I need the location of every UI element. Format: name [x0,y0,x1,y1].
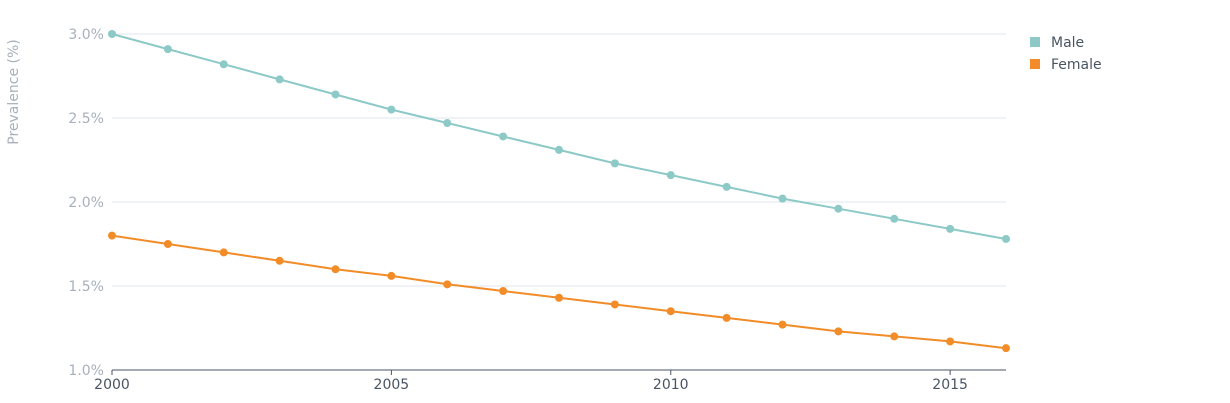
series-lines [108,30,1010,353]
data-point[interactable] [499,287,508,296]
series-line[interactable] [111,33,1007,240]
data-point[interactable] [387,105,396,114]
data-point[interactable] [331,265,340,274]
data-point[interactable] [890,214,899,223]
x-tick-label: 2010 [653,377,689,393]
y-tick-label: 2.0% [68,195,104,211]
data-point[interactable] [834,327,843,336]
data-point[interactable] [219,248,228,257]
data-point[interactable] [610,300,619,309]
data-point[interactable] [778,320,787,329]
series-male[interactable] [108,30,1010,243]
y-axis-ticks: 1.0% 1.5% 2.0% 2.5% 3.0% [68,27,104,379]
data-point[interactable] [275,256,284,265]
data-point[interactable] [778,194,787,203]
x-tick-label: 2015 [932,377,968,393]
series-line[interactable] [111,234,1007,350]
data-point[interactable] [666,171,675,180]
data-point[interactable] [163,240,172,248]
legend-item-female[interactable]: Female [1030,57,1102,73]
data-point[interactable] [331,90,340,99]
series-female[interactable] [108,231,1010,353]
data-point[interactable] [666,307,675,316]
x-axis: 2000 2005 2010 2015 [94,369,1006,393]
data-point[interactable] [443,280,452,289]
legend-label: Male [1051,35,1084,51]
data-point[interactable] [946,337,955,346]
y-axis-label: Prevalence (%) [6,39,22,145]
data-point[interactable] [108,30,116,38]
legend-item-male[interactable]: Male [1030,35,1084,51]
y-tick-label: 2.5% [68,111,104,127]
data-point[interactable] [722,313,731,322]
legend-label: Female [1051,57,1102,73]
data-point[interactable] [555,293,563,302]
data-point[interactable] [499,132,508,141]
data-point[interactable] [946,224,955,233]
grid-lines [112,33,1006,287]
legend[interactable]: Male Female [1030,35,1102,73]
data-point[interactable] [555,145,563,154]
data-point[interactable] [108,231,116,240]
data-point[interactable] [443,119,452,128]
data-point[interactable] [610,159,619,168]
legend-swatch [1030,37,1040,47]
data-point[interactable] [890,332,899,341]
x-tick-label: 2000 [94,377,130,393]
data-point[interactable] [219,60,228,69]
x-tick-label: 2005 [374,377,410,393]
y-tick-label: 3.0% [68,27,104,43]
data-point[interactable] [275,75,284,84]
data-point[interactable] [1002,234,1010,243]
y-tick-label: 1.0% [68,363,104,379]
data-point[interactable] [1002,344,1010,353]
data-point[interactable] [722,182,731,191]
data-point[interactable] [834,204,843,213]
data-point[interactable] [387,271,396,280]
legend-swatch [1030,59,1040,69]
data-point[interactable] [163,45,172,54]
y-tick-label: 1.5% [68,279,104,295]
